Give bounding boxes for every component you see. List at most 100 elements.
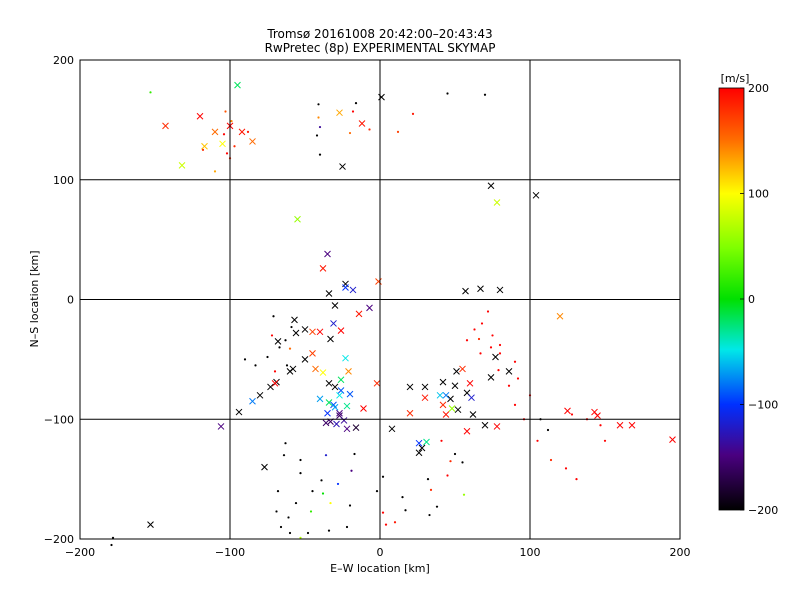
data-point xyxy=(311,490,314,493)
cross-marker xyxy=(337,387,345,394)
colorbar xyxy=(718,87,745,511)
data-point xyxy=(299,458,302,462)
data-point xyxy=(461,461,464,464)
data-point xyxy=(473,328,476,331)
cross-marker xyxy=(442,411,450,418)
x-tick-label: 100 xyxy=(520,546,541,559)
cross-marker xyxy=(271,379,279,387)
cross-marker xyxy=(292,329,300,337)
data-point xyxy=(498,343,502,347)
data-point xyxy=(318,125,322,129)
cross-marker xyxy=(336,391,343,399)
cross-marker xyxy=(291,316,298,324)
cross-marker xyxy=(442,391,450,399)
data-point xyxy=(324,454,328,457)
data-point xyxy=(483,93,487,96)
cross-marker xyxy=(462,287,469,295)
cross-marker xyxy=(325,379,333,387)
cross-marker xyxy=(628,421,636,429)
data-point xyxy=(449,460,452,463)
data-point xyxy=(287,516,290,519)
data-point xyxy=(149,91,152,94)
colorbar-tick-label: −100 xyxy=(748,399,778,412)
data-point xyxy=(315,134,319,137)
cross-marker xyxy=(337,327,345,334)
data-point xyxy=(599,424,602,427)
cross-marker xyxy=(418,444,426,452)
data-point xyxy=(299,536,302,539)
cross-marker xyxy=(496,286,504,294)
y-axis-label: N–S location [km] xyxy=(28,250,41,347)
data-point xyxy=(243,358,247,361)
cross-marker xyxy=(235,408,243,416)
data-point xyxy=(350,469,353,472)
cross-marker xyxy=(487,373,495,381)
data-point xyxy=(233,145,236,148)
cross-marker xyxy=(336,409,343,417)
data-point xyxy=(354,102,358,105)
data-point xyxy=(294,501,298,505)
cross-marker xyxy=(261,463,268,471)
cross-marker xyxy=(316,395,324,403)
data-point xyxy=(321,492,325,495)
colorbar-tick-label: 0 xyxy=(748,293,755,306)
cross-marker xyxy=(201,142,208,150)
cross-marker xyxy=(343,402,351,410)
data-point xyxy=(353,452,356,456)
data-point xyxy=(429,488,433,492)
cross-marker xyxy=(451,382,459,390)
data-point xyxy=(570,413,574,416)
data-point xyxy=(290,325,293,329)
data-point xyxy=(246,130,250,133)
cross-marker xyxy=(339,163,346,170)
cross-marker xyxy=(249,138,256,145)
data-point xyxy=(266,355,269,359)
cross-marker xyxy=(463,427,471,435)
cross-marker xyxy=(477,285,484,293)
cross-marker xyxy=(238,128,246,136)
data-point xyxy=(446,92,449,95)
x-axis-label: E–W location [km] xyxy=(330,562,430,575)
cross-marker xyxy=(505,367,513,375)
cross-marker xyxy=(325,290,333,297)
cross-marker xyxy=(309,328,316,336)
data-point xyxy=(536,439,539,442)
cross-marker xyxy=(454,406,462,414)
colorbar-tick-label: 100 xyxy=(748,188,769,201)
cross-marker xyxy=(366,304,373,312)
data-point xyxy=(309,510,313,513)
data-point xyxy=(224,110,227,113)
cross-marker xyxy=(406,383,414,391)
cross-marker xyxy=(436,391,444,399)
data-point xyxy=(384,523,388,526)
cross-marker xyxy=(147,521,154,528)
cross-marker xyxy=(286,367,294,375)
cross-marker xyxy=(346,390,354,398)
cross-marker xyxy=(331,302,339,309)
data-point xyxy=(299,472,302,475)
cross-marker xyxy=(406,409,414,417)
data-point xyxy=(375,490,379,493)
cross-marker xyxy=(352,424,360,431)
cross-marker xyxy=(196,112,204,120)
data-point xyxy=(336,482,340,486)
grid-lines xyxy=(80,60,680,539)
data-point xyxy=(404,509,407,512)
cross-marker xyxy=(325,399,333,406)
y-tick-label: −200 xyxy=(44,533,74,546)
cross-marker xyxy=(375,278,382,285)
cross-marker xyxy=(331,403,339,411)
data-point xyxy=(288,347,292,350)
data-point xyxy=(453,452,457,456)
data-point xyxy=(549,458,553,462)
data-point xyxy=(111,536,115,539)
colorbar-tick-labels: 200 100 0 −100 −200 xyxy=(740,82,778,517)
data-point xyxy=(288,531,292,535)
y-tick-label: 200 xyxy=(53,54,74,67)
cross-marker xyxy=(319,265,327,272)
cross-marker xyxy=(178,162,186,169)
x-tick-label: −100 xyxy=(215,546,245,559)
cross-marker xyxy=(319,369,327,376)
cross-marker xyxy=(162,122,169,130)
